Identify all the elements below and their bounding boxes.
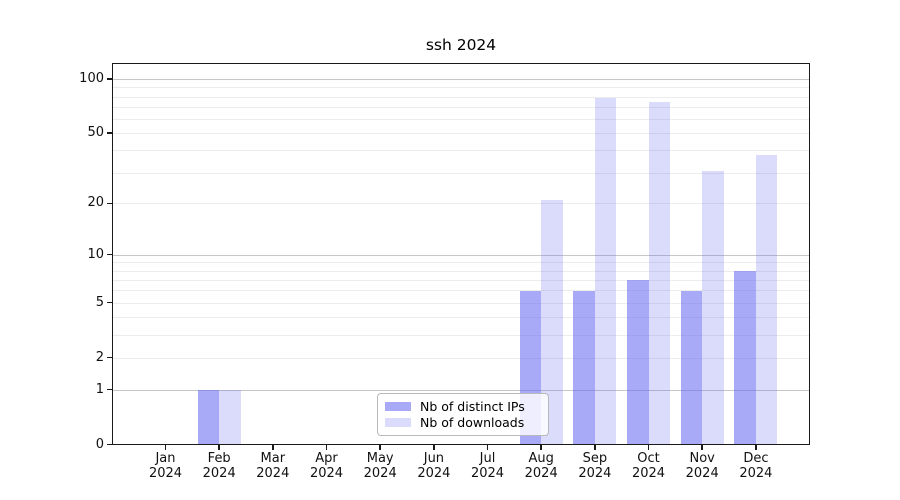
chart-title: ssh 2024 xyxy=(425,36,497,54)
legend-item-downloads: Nb of downloads xyxy=(385,415,539,430)
gridline-minor-8 xyxy=(112,270,810,272)
gridline-minor-90 xyxy=(112,87,810,89)
legend-swatch-downloads xyxy=(385,418,411,428)
gridline-minor-70 xyxy=(112,106,810,108)
gridline-minor-6 xyxy=(112,290,810,292)
bar-downloads-dec xyxy=(755,154,778,445)
legend-label-distinct-ips: Nb of distinct IPs xyxy=(420,398,525,414)
bar-ips-nov xyxy=(680,290,703,445)
gridline-major-10 xyxy=(112,254,810,256)
gridline-major-1 xyxy=(112,389,810,391)
gridline-minor-20 xyxy=(112,203,810,205)
x-tick-apr xyxy=(325,445,328,450)
gridline-minor-4 xyxy=(112,317,810,318)
y-tick-label-0: 0 xyxy=(95,436,104,452)
x-tick-jan xyxy=(164,445,167,450)
x-tick-label-aug: Aug 2024 xyxy=(524,451,558,481)
y-tick-100 xyxy=(107,78,112,80)
x-tick-aug xyxy=(540,445,543,450)
x-tick-label-apr: Apr 2024 xyxy=(309,451,344,481)
x-tick-oct xyxy=(647,445,650,450)
gridline-minor-60 xyxy=(112,118,810,120)
y-tick-20 xyxy=(107,202,112,205)
x-tick-mar xyxy=(272,445,274,450)
x-tick-label-sep: Sep 2024 xyxy=(578,451,612,481)
gridline-minor-7 xyxy=(112,279,810,281)
legend-swatch-distinct-ips xyxy=(385,401,411,411)
x-tick-label-feb: Feb 2024 xyxy=(202,451,236,481)
legend-item-distinct-ips: Nb of distinct IPs xyxy=(385,399,539,414)
x-tick-label-jul: Jul 2024 xyxy=(470,451,505,481)
plot-area: Nb of distinct IPs Nb of downloads xyxy=(112,63,810,445)
gridline-minor-80 xyxy=(112,96,810,98)
legend-label-downloads: Nb of downloads xyxy=(420,415,525,431)
gridline-minor-30 xyxy=(112,172,810,174)
bar-downloads-aug xyxy=(541,200,563,445)
bar-ips-sep xyxy=(573,290,595,445)
y-tick-1 xyxy=(107,388,112,391)
y-tick-label-5: 5 xyxy=(95,294,104,310)
bar-ips-dec xyxy=(734,271,756,445)
bar-downloads-nov xyxy=(702,170,724,445)
x-tick-jun xyxy=(433,445,435,450)
y-tick-5 xyxy=(107,301,112,304)
x-tick-label-mar: Mar 2024 xyxy=(256,451,290,481)
x-tick-label-jun: Jun 2024 xyxy=(417,451,451,481)
y-tick-label-20: 20 xyxy=(87,195,104,211)
x-tick-label-dec: Dec 2024 xyxy=(739,451,773,481)
y-tick-10 xyxy=(107,253,112,256)
bar-ips-oct xyxy=(627,280,649,445)
bar-downloads-feb xyxy=(219,390,241,445)
y-tick-label-2: 2 xyxy=(95,349,104,365)
y-tick-label-50: 50 xyxy=(87,125,104,141)
gridline-minor-50 xyxy=(112,133,810,135)
y-tick-50 xyxy=(107,132,112,134)
gridline-minor-9 xyxy=(112,262,810,264)
bar-ips-feb xyxy=(197,390,220,445)
y-tick-2 xyxy=(107,356,112,359)
y-tick-label-100: 100 xyxy=(79,71,104,86)
x-tick-may xyxy=(379,445,382,450)
bar-downloads-sep xyxy=(594,97,617,445)
gridline-minor-2 xyxy=(112,357,810,359)
x-tick-dec xyxy=(755,445,757,450)
x-tick-label-oct: Oct 2024 xyxy=(631,451,666,481)
gridline-minor-5 xyxy=(112,302,810,304)
x-tick-label-jan: Jan 2024 xyxy=(148,451,183,481)
x-tick-sep xyxy=(594,445,596,450)
gridline-minor-3 xyxy=(112,334,810,336)
y-tick-label-10: 10 xyxy=(87,246,104,262)
x-tick-nov xyxy=(701,445,704,450)
bar-downloads-oct xyxy=(648,102,670,445)
x-tick-label-may: May 2024 xyxy=(363,451,397,481)
y-tick-label-1: 1 xyxy=(95,381,104,397)
legend: Nb of distinct IPs Nb of downloads xyxy=(377,393,549,436)
gridline-major-100 xyxy=(112,79,810,80)
x-tick-feb xyxy=(218,445,221,450)
x-tick-jul xyxy=(486,445,489,450)
gridline-minor-40 xyxy=(112,150,810,152)
y-tick-0 xyxy=(107,443,112,446)
x-tick-label-nov: Nov 2024 xyxy=(685,451,719,481)
